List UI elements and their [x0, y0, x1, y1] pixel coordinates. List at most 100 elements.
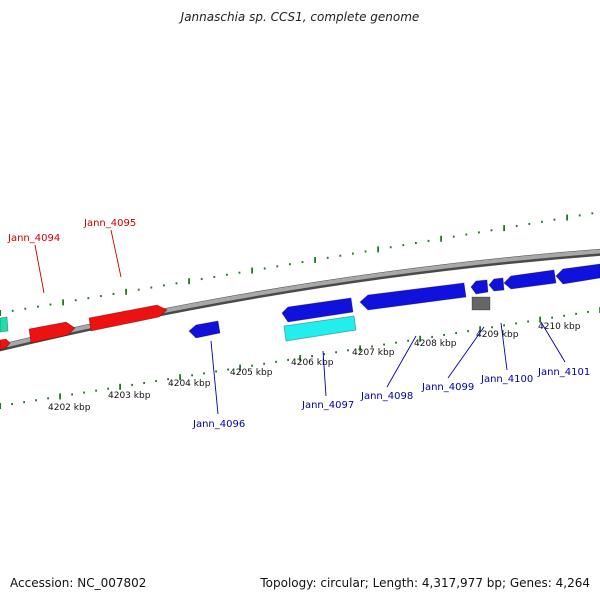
upper-scale-tick	[553, 218, 556, 221]
kbp-tick-label: 4204 kbp	[168, 379, 211, 389]
gene-leader-line	[34, 244, 45, 294]
gene-label-reverse[interactable]: Jann_4100	[480, 374, 533, 385]
gene-leader-line	[447, 326, 485, 379]
upper-scale-tick	[389, 246, 392, 249]
upper-scale-tick	[0, 310, 1, 316]
lower-scale-tick	[467, 330, 469, 333]
upper-scale-tick	[137, 288, 140, 291]
upper-scale-tick	[440, 235, 442, 242]
upper-scale-tick	[289, 263, 291, 266]
upper-scale-tick	[49, 303, 52, 306]
gene-label-reverse[interactable]: Jann_4101	[537, 367, 590, 378]
lower-scale-tick	[215, 370, 217, 373]
lower-scale-tick	[515, 322, 517, 325]
upper-scale-tick	[528, 222, 531, 225]
gene-label-reverse[interactable]: Jann_4097	[301, 400, 354, 411]
map-title: Jannaschia sp. CCS1, complete genome	[180, 10, 420, 24]
accession-label: Accession: NC_007802	[10, 576, 147, 590]
lower-scale-tick	[299, 355, 301, 361]
lower-scale-tick	[227, 368, 229, 371]
upper-scale-tick	[326, 256, 329, 259]
upper-scale-tick	[263, 267, 266, 270]
lower-scale-tick	[59, 393, 61, 400]
lower-scale-tick	[431, 335, 433, 338]
lower-scale-tick	[155, 380, 157, 383]
lower-scale-tick	[335, 351, 337, 354]
lower-scale-tick	[71, 393, 73, 396]
upper-scale-tick	[566, 214, 568, 221]
upper-scale-tick	[427, 239, 430, 242]
upper-scale-tick	[188, 278, 190, 285]
lower-scale-tick	[35, 399, 37, 402]
gene-leader-line	[210, 340, 219, 415]
gene-leader-line	[386, 335, 417, 388]
upper-scale-tick	[415, 242, 417, 245]
gene-label-reverse[interactable]: Jann_4098	[360, 391, 413, 402]
upper-scale-tick	[490, 229, 493, 232]
gene-label-reverse[interactable]: Jann_4099	[421, 382, 474, 393]
lower-scale-tick	[191, 374, 193, 377]
lower-scale-tick	[239, 364, 241, 371]
lower-scale-tick	[419, 335, 421, 342]
upper-scale-tick	[74, 299, 77, 302]
gene-leader-line	[540, 321, 566, 363]
lower-scale-tick	[131, 383, 133, 386]
gene-leader-line	[500, 322, 508, 371]
gene-block-gray	[471, 296, 491, 311]
gene-arrow-cyan	[283, 315, 357, 342]
upper-scale-tick	[62, 299, 64, 306]
upper-scale-tick	[238, 271, 241, 274]
upper-scale-tick	[276, 265, 279, 268]
lower-scale-tick	[539, 316, 541, 323]
upper-scale-tick	[503, 225, 505, 232]
gene-arrow-blue	[188, 320, 221, 339]
upper-scale-tick	[478, 231, 480, 234]
kbp-tick-label: 4205 kbp	[230, 368, 273, 378]
gene-arrow-blue	[488, 277, 505, 292]
upper-scale-tick	[87, 297, 90, 300]
gene-leader-line	[322, 350, 327, 397]
upper-scale-tick	[452, 235, 455, 238]
lower-scale-tick	[359, 345, 361, 352]
lower-scale-tick	[587, 310, 589, 313]
lower-scale-tick	[143, 381, 145, 384]
gene-label-forward[interactable]: Jann_4095	[83, 218, 136, 229]
lower-scale-tick	[251, 364, 253, 367]
upper-scale-tick	[37, 305, 39, 308]
gene-arrow-blue	[470, 279, 489, 295]
lower-scale-tick	[491, 326, 493, 329]
lower-scale-tick	[443, 333, 445, 336]
lower-scale-tick	[527, 320, 529, 323]
lower-scale-tick	[407, 339, 409, 342]
lower-scale-tick	[371, 345, 373, 348]
upper-scale-tick	[578, 214, 581, 217]
gene-arrow-blue	[555, 263, 600, 285]
kbp-tick-label: 4206 kbp	[291, 358, 334, 368]
upper-scale-tick	[339, 254, 342, 257]
label-layer: 4202 kbp 4203 kbp 4204 kbp 4205 kbp 4206 kbp…	[7, 218, 590, 430]
gene-label-forward[interactable]: Jann_4094	[7, 233, 60, 244]
lower-scale-tick	[575, 312, 577, 315]
upper-scale-tick	[175, 282, 178, 285]
kbp-tick-label: 4210 kbp	[538, 322, 581, 332]
upper-scale-tick	[541, 220, 543, 223]
lower-scale-tick	[119, 383, 121, 390]
gene-arrow-blue	[503, 269, 557, 290]
kbp-tick-label: 4209 kbp	[476, 330, 519, 340]
lower-scale-tick	[107, 387, 109, 390]
lower-scale-tick	[11, 403, 13, 406]
upper-scale-tick	[11, 309, 14, 312]
upper-scale-tick	[112, 292, 115, 295]
gene-arrow-red	[28, 321, 76, 344]
upper-scale-tick	[213, 275, 216, 278]
kbp-tick-label: 4203 kbp	[108, 391, 151, 401]
lower-scale-tick	[503, 324, 505, 327]
gene-arrow-teal	[0, 316, 9, 333]
gene-label-reverse[interactable]: Jann_4096	[192, 419, 245, 430]
gene-arrow-blue	[359, 282, 467, 311]
upper-scale-tick	[226, 273, 228, 276]
upper-scale-tick	[515, 225, 518, 228]
lower-scale-tick	[383, 343, 385, 346]
upper-scale-tick	[402, 244, 405, 247]
